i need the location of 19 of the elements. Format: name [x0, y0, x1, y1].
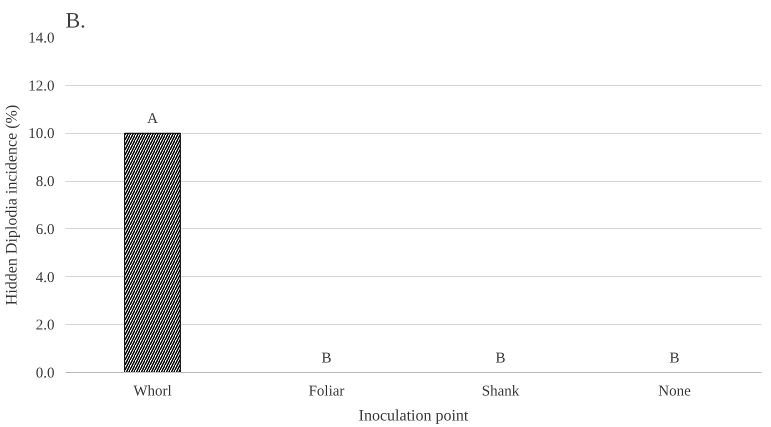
y-tick-label: 10.0: [28, 126, 54, 142]
annotation: B: [496, 350, 506, 366]
annotation: B: [670, 350, 680, 366]
chart-title: B.: [66, 8, 86, 32]
y-tick-label: 0.0: [36, 366, 54, 382]
x-tick-label: Whorl: [133, 384, 172, 400]
y-tick-label: 14.0: [28, 30, 54, 46]
y-tick-label: 12.0: [28, 78, 54, 94]
annotation: A: [147, 111, 158, 128]
y-tick-label: 2.0: [36, 318, 54, 334]
y-tick-label: 8.0: [36, 174, 54, 190]
x-tick-label: Shank: [482, 384, 520, 400]
x-tick-label: Foliar: [308, 384, 344, 400]
y-tick-label: 6.0: [36, 222, 54, 238]
y-tick-label: 4.0: [36, 270, 54, 286]
annotation: B: [322, 350, 332, 366]
x-tick-label: None: [658, 384, 692, 400]
x-axis-title: Inoculation point: [358, 408, 469, 424]
y-axis-title: Hidden Diplodia incidence (%): [3, 104, 20, 306]
